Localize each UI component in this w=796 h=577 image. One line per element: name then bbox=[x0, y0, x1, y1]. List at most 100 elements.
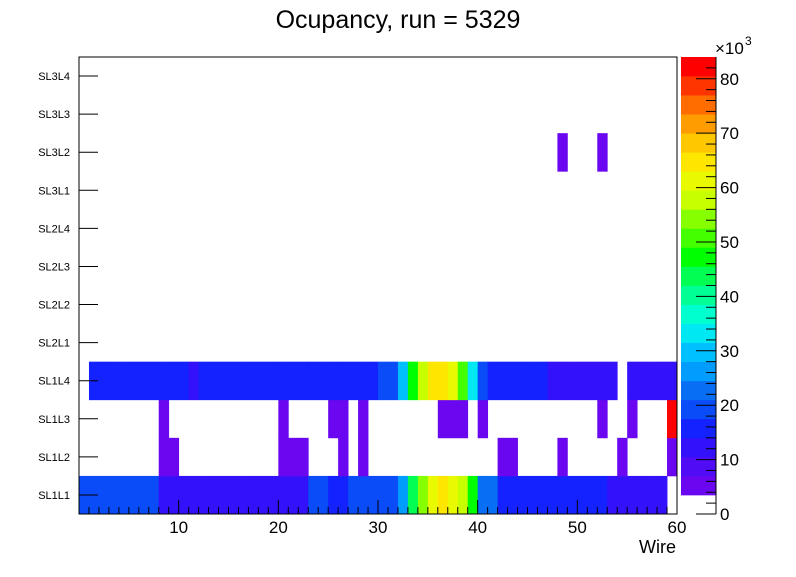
y-tick-label: SL2L3 bbox=[38, 261, 70, 273]
heatmap-cell bbox=[557, 437, 568, 477]
colorbar-band bbox=[681, 494, 716, 515]
heatmap-cell bbox=[657, 361, 668, 401]
heatmap-cell bbox=[268, 361, 279, 401]
heatmap-cell bbox=[318, 475, 329, 515]
heatmap-cell bbox=[487, 475, 498, 515]
heatmap-cell bbox=[597, 361, 608, 401]
colorbar-tick-label: 50 bbox=[720, 233, 739, 252]
heatmap-cell bbox=[248, 361, 259, 401]
heatmap-cell bbox=[487, 361, 498, 401]
colorbar-tick-label: 30 bbox=[720, 342, 739, 361]
heatmap-cell bbox=[507, 437, 518, 477]
x-tick-label: 10 bbox=[169, 518, 188, 537]
heatmap-cell bbox=[647, 475, 658, 515]
colorbar-band bbox=[681, 76, 716, 96]
heatmap-cell bbox=[497, 437, 508, 477]
heatmap-cell bbox=[278, 361, 289, 401]
heatmap-cell bbox=[98, 475, 110, 515]
heatmap-cell bbox=[657, 475, 668, 515]
heatmap-cell bbox=[158, 399, 170, 439]
heatmap-cell bbox=[507, 361, 518, 401]
colorbar-band bbox=[681, 133, 716, 153]
heatmap-cell bbox=[258, 361, 269, 401]
colorbar-band bbox=[681, 266, 716, 286]
heatmap-cell bbox=[338, 437, 349, 477]
heatmap-cell bbox=[298, 437, 309, 477]
heatmap-cell bbox=[577, 475, 588, 515]
heatmap-cell bbox=[627, 361, 638, 401]
colorbar-band bbox=[681, 152, 716, 172]
colorbar-tick-label: 70 bbox=[720, 124, 739, 143]
heatmap-cell bbox=[128, 475, 140, 515]
heatmap-cell bbox=[437, 399, 449, 439]
heatmap-cell bbox=[617, 475, 628, 515]
heatmap-cell bbox=[417, 475, 429, 515]
x-tick-label: 40 bbox=[468, 518, 487, 537]
heatmap-cell bbox=[208, 475, 219, 515]
heatmap-cell bbox=[118, 475, 130, 515]
colorbar-band bbox=[681, 285, 716, 305]
heatmap-cell bbox=[148, 475, 160, 515]
heatmap-cell bbox=[537, 361, 548, 401]
heatmap-cell bbox=[607, 361, 618, 401]
heatmap-cell bbox=[188, 361, 199, 401]
heatmap-cell bbox=[537, 475, 548, 515]
heatmap-cell bbox=[308, 475, 319, 515]
y-tick-label: SL3L4 bbox=[38, 71, 70, 83]
heatmap-cell bbox=[407, 361, 419, 401]
heatmap-cell bbox=[477, 475, 489, 515]
heatmap-cell bbox=[427, 475, 439, 515]
colorbar-band bbox=[681, 57, 716, 77]
heatmap-cell bbox=[278, 437, 289, 477]
colorbar-band bbox=[681, 228, 716, 248]
heatmap-cell bbox=[188, 475, 199, 515]
colorbar-tick-label: 20 bbox=[720, 396, 739, 415]
colorbar-tick-label: 60 bbox=[720, 179, 739, 198]
heatmap-cell bbox=[607, 475, 618, 515]
heatmap-cell bbox=[637, 475, 648, 515]
heatmap-cell bbox=[627, 475, 638, 515]
heatmap-cell bbox=[98, 361, 110, 401]
colorbar-band bbox=[681, 209, 716, 229]
heatmap-cell bbox=[338, 399, 349, 439]
heatmap-cell bbox=[587, 361, 598, 401]
heatmap-cell bbox=[248, 475, 259, 515]
heatmap-cell bbox=[228, 475, 239, 515]
heatmap-cell bbox=[627, 399, 638, 439]
heatmap-cell bbox=[218, 361, 229, 401]
heatmap-cell bbox=[168, 361, 180, 401]
heatmap-cell bbox=[667, 437, 678, 477]
heatmap-cell bbox=[358, 437, 369, 477]
heatmap-cell bbox=[108, 361, 120, 401]
heatmap-cell bbox=[517, 475, 528, 515]
heatmap-cell bbox=[447, 475, 459, 515]
heatmap-cell bbox=[318, 361, 329, 401]
heatmap-cell bbox=[667, 399, 678, 439]
heatmap-cell bbox=[577, 361, 588, 401]
colorbar-band bbox=[681, 380, 716, 401]
heatmap-cell bbox=[358, 399, 369, 439]
heatmap-cell bbox=[477, 361, 489, 401]
heatmap-cell bbox=[547, 475, 558, 515]
heatmap-cell bbox=[507, 475, 518, 515]
heatmap-cell bbox=[547, 361, 558, 401]
colorbar-band bbox=[681, 304, 716, 324]
x-tick-label: 50 bbox=[568, 518, 587, 537]
heatmap-cell bbox=[328, 399, 339, 439]
heatmap-cell bbox=[288, 437, 299, 477]
colorbar-band bbox=[681, 456, 716, 477]
heatmap-cell bbox=[567, 361, 578, 401]
heatmap-cell bbox=[497, 475, 508, 515]
heatmap-cell bbox=[178, 475, 190, 515]
y-tick-label: SL2L4 bbox=[38, 223, 70, 235]
heatmap-cell bbox=[178, 361, 190, 401]
heatmap-cell bbox=[457, 399, 469, 439]
heatmap-cell bbox=[358, 361, 369, 401]
heatmap-cell bbox=[108, 475, 120, 515]
heatmap-cell bbox=[457, 361, 469, 401]
heatmap-cell bbox=[268, 475, 279, 515]
heatmap-cell bbox=[647, 361, 658, 401]
heatmap-cell bbox=[308, 361, 319, 401]
y-tick-label: SL3L3 bbox=[38, 109, 70, 121]
